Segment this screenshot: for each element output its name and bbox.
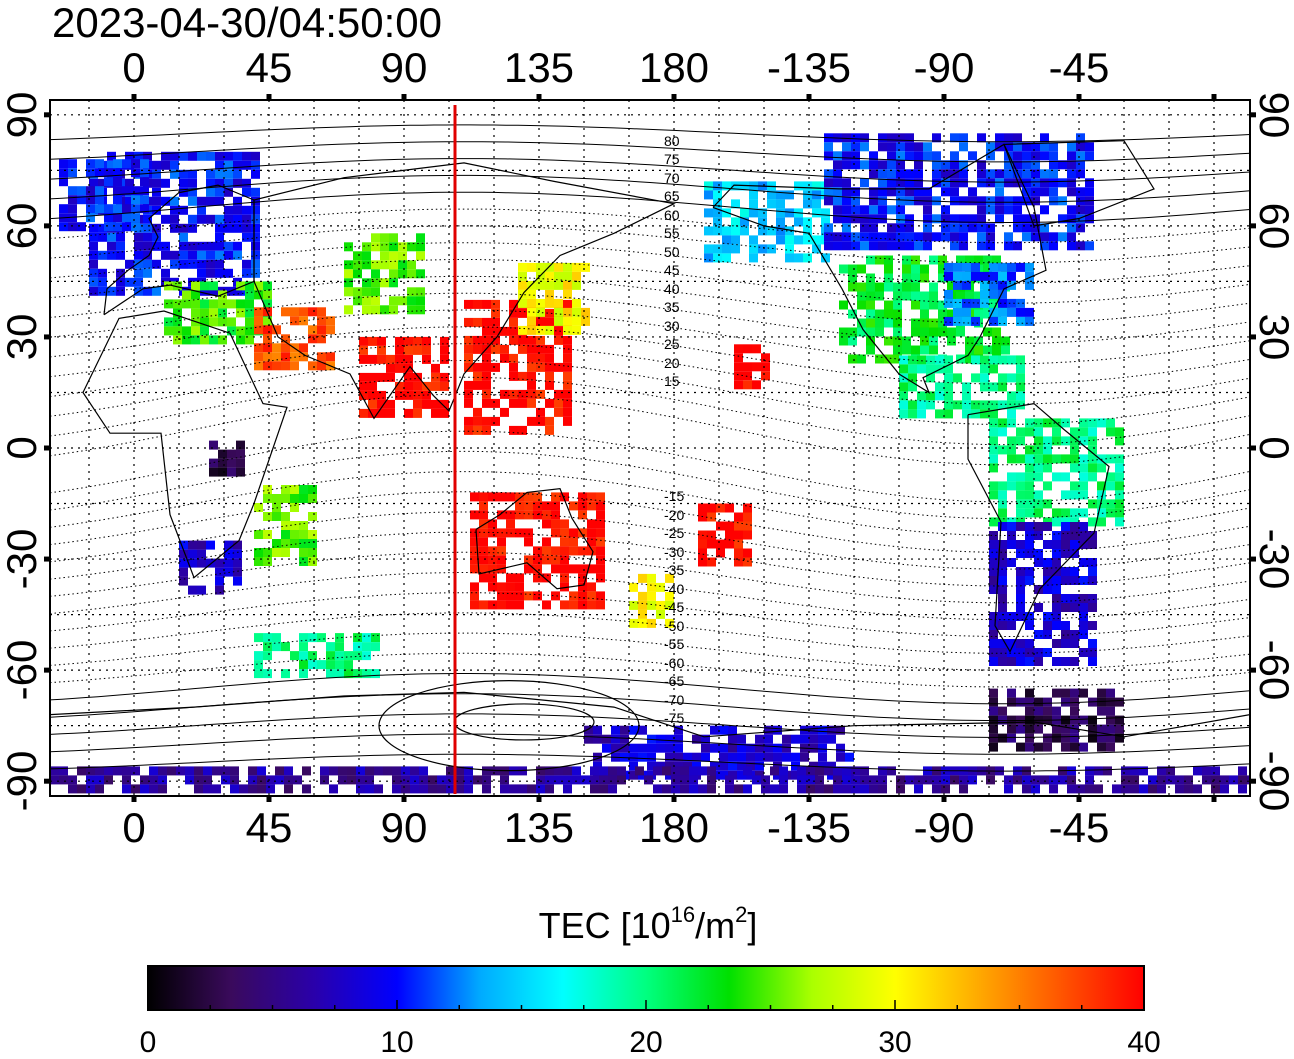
tec-region-canada [824,133,1094,251]
tec-region-hawaii [734,344,770,390]
coastline-asia [253,162,676,420]
top-lon-label: 180 [638,44,710,91]
top-lon-label: 45 [245,44,293,91]
right-lat-label: 30 [1251,313,1294,361]
tec-region-pacific-islands [698,503,752,567]
bottom-lon-label: 90 [380,804,428,851]
contour-label: 50 [664,243,680,260]
right-lat-label: 60 [1251,202,1294,250]
axis-ticks [44,94,1256,802]
contour-label: 55 [664,225,680,242]
left-lat-label: 60 [0,202,45,250]
left-lat-label: -60 [0,639,45,701]
contour-label: 25 [664,336,680,353]
tec-region-africa-east [254,485,317,566]
magnetic-contours [50,124,1250,772]
contour-label: 80 [664,132,680,149]
tec-region-antarctica-band [50,766,1250,794]
tec-data-layer [50,133,1250,794]
bottom-lon-label: -135 [766,804,852,851]
top-lon-label: -135 [766,44,852,91]
colorbar-ticks [147,1000,1145,1010]
bottom-lon-label: 0 [122,804,146,851]
right-lat-label: -30 [1251,528,1294,590]
coastline-south-america [967,402,1110,653]
contour-label: -60 [664,654,685,671]
bottom-lon-label: -90 [913,804,975,851]
colorbar-tick-label: 20 [629,1026,663,1059]
contour-label: 45 [664,262,680,279]
contour-label: -20 [664,506,685,523]
coastline-north-america [712,143,1047,394]
bottom-lon-label: -45 [1048,804,1110,851]
colorbar-tick-label: 40 [1127,1026,1161,1059]
contour-label: 30 [664,317,680,334]
tec-region-mediterranean [164,281,272,345]
contour-label: -55 [664,636,685,653]
contour-label: -35 [664,562,685,579]
contour-label: -65 [664,673,685,690]
right-lat-label: -90 [1251,750,1294,812]
contour-label: -25 [664,525,685,542]
top-lon-label: 90 [380,44,428,91]
tec-region-central-asia [344,233,425,315]
tec-region-southern-ocean [254,633,380,679]
tec-region-india [359,336,449,418]
colorbar-tick-label: 0 [139,1026,157,1059]
contour-label: 65 [664,188,680,205]
colorbar-tick-label: 10 [380,1026,414,1059]
coastline-greenland [1003,140,1155,227]
colorbar-title: TEC [1016/m2] [538,902,758,946]
coastline-africa [82,310,288,579]
tec-region-alaska [704,181,830,263]
left-lat-label: -90 [0,750,45,812]
contour-label: 70 [664,169,680,186]
contour-label: -50 [664,617,685,634]
right-lat-label: 0 [1251,436,1294,460]
bottom-lon-label: 135 [503,804,575,851]
tec-region-middle-east [254,307,335,371]
contour-label: -70 [664,691,685,708]
contour-label: -75 [664,710,685,727]
top-lon-label: 0 [122,44,146,91]
contour-label: -30 [664,543,685,560]
timestamp-title: 2023-04-30/04:50:00 [52,0,442,46]
contour-label: 35 [664,299,680,316]
coastline-australia [475,488,594,590]
top-lon-label: -90 [913,44,975,91]
tec-region-usa [839,255,1010,364]
contour-label: 40 [664,280,680,297]
tec-region-south-america-north [989,418,1124,527]
tec-region-north-atlantic [59,159,149,232]
left-lat-label: -30 [0,528,45,590]
tec-region-australia [470,492,605,610]
tec-region-south-america-south [989,522,1097,666]
tec-region-central-america [899,355,1025,419]
left-lat-label: 30 [0,313,45,361]
coastlines [50,140,1250,738]
tec-region-south-africa [179,540,242,595]
tec-region-africa-central [209,440,245,477]
contour-label: -15 [664,488,685,505]
tec-region-usa-east [944,262,1034,326]
top-lon-label: 135 [503,44,575,91]
right-lat-label: -60 [1251,639,1294,701]
coastline-europe [103,184,255,316]
coastline-antarctica [50,691,1250,738]
left-lat-label: 90 [0,91,45,139]
top-lon-label: -45 [1048,44,1110,91]
bottom-lon-label: 45 [245,804,293,851]
right-lat-label: 90 [1251,91,1294,139]
contour-label: -40 [664,580,685,597]
contour-label: 60 [664,206,680,223]
contour-label: 75 [664,151,680,168]
contour-label: -45 [664,599,685,616]
contour-label: 20 [664,354,680,371]
left-lat-label: 0 [0,436,45,460]
colorbar-tick-label: 30 [878,1026,912,1059]
bottom-lon-label: 180 [638,804,710,851]
contour-label: 15 [664,373,680,390]
